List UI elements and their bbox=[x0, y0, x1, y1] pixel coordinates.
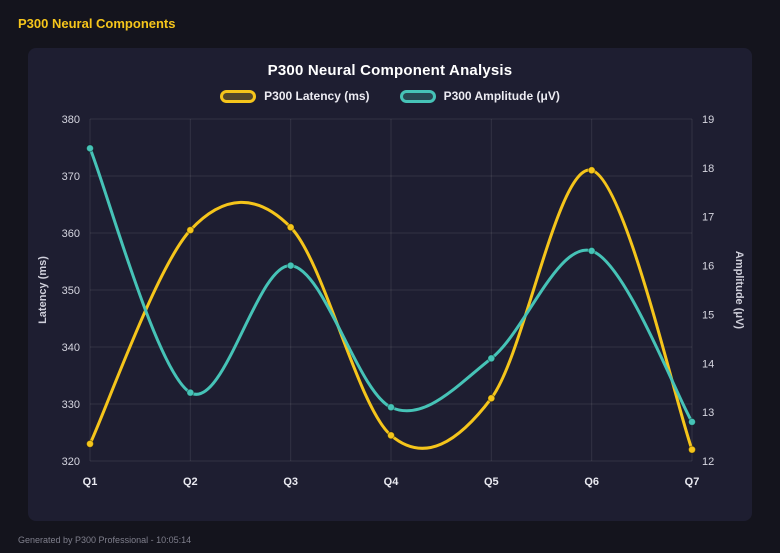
x-axis-category-label: Q4 bbox=[384, 476, 400, 488]
point-p300-latency-ms bbox=[688, 445, 696, 454]
amplitude-legend-swatch bbox=[399, 89, 436, 103]
latency-legend-label: P300 Latency (ms) bbox=[264, 89, 370, 103]
right-axis-tick-label: 13 bbox=[702, 407, 714, 419]
point-p300-amplitude-v bbox=[688, 417, 696, 426]
x-axis-category-label: Q3 bbox=[283, 476, 298, 488]
point-p300-amplitude-v bbox=[86, 144, 94, 153]
left-axis-tick-label: 370 bbox=[62, 171, 80, 183]
point-p300-latency-ms bbox=[487, 394, 496, 403]
right-axis-tick-label: 18 bbox=[702, 163, 714, 175]
point-p300-amplitude-v bbox=[387, 403, 395, 412]
right-axis-tick-label: 17 bbox=[702, 212, 714, 224]
right-axis-title: Amplitude (μV) bbox=[733, 251, 745, 330]
chart-canvas: 320 330 340 350 360 370 380 12 13 14 15 16 17 18 19 Q1 Q… bbox=[37, 114, 745, 488]
point-p300-latency-ms bbox=[86, 439, 94, 448]
left-axis-tick-label: 380 bbox=[62, 114, 80, 126]
chart-title: P300 Neural Component Analysis bbox=[267, 62, 513, 79]
x-axis-category-label: Q5 bbox=[484, 476, 499, 488]
right-axis-tick-label: 16 bbox=[702, 261, 714, 273]
left-axis-tick-label: 360 bbox=[62, 228, 80, 240]
right-axis-tick-label: 14 bbox=[702, 358, 714, 370]
point-p300-amplitude-v bbox=[587, 246, 596, 255]
chart-legend: P300 Latency (ms) P300 Amplitude (μV) bbox=[30, 89, 750, 103]
right-axis-tick-label: 15 bbox=[702, 309, 714, 321]
x-axis-category-label: Q7 bbox=[685, 476, 700, 488]
amplitude-legend-label: P300 Amplitude (μV) bbox=[443, 89, 560, 103]
point-p300-latency-ms bbox=[587, 166, 596, 175]
x-axis-category-label: Q6 bbox=[584, 476, 599, 488]
left-axis-tick-label: 350 bbox=[62, 285, 80, 297]
x-axis-category-label: Q1 bbox=[83, 476, 98, 488]
left-axis-tick-label: 340 bbox=[62, 342, 80, 354]
app-title: P300 Neural Components bbox=[18, 15, 176, 31]
point-p300-latency-ms bbox=[186, 226, 195, 235]
left-axis-tick-label: 320 bbox=[62, 456, 80, 468]
point-p300-amplitude-v bbox=[186, 388, 195, 397]
left-axis-tick-label: 330 bbox=[62, 399, 80, 411]
left-axis-title: Latency (ms) bbox=[37, 256, 49, 324]
legend-item-amplitude[interactable]: P300 Amplitude (μV) bbox=[399, 89, 560, 103]
x-axis-category-label: Q2 bbox=[183, 476, 198, 488]
right-axis-tick-label: 19 bbox=[702, 114, 714, 126]
point-p300-amplitude-v bbox=[286, 261, 295, 270]
point-p300-amplitude-v bbox=[487, 354, 496, 363]
chart-card: P300 Neural Component Analysis P300 Late… bbox=[28, 48, 752, 521]
footer-note: Generated by P300 Professional - 10:05:1… bbox=[18, 535, 192, 545]
legend-item-latency[interactable]: P300 Latency (ms) bbox=[220, 89, 370, 103]
right-axis-tick-label: 12 bbox=[702, 456, 714, 468]
point-p300-latency-ms bbox=[286, 223, 295, 232]
latency-legend-swatch bbox=[220, 89, 257, 103]
app-header: P300 Neural Components bbox=[0, 0, 780, 46]
point-p300-latency-ms bbox=[387, 431, 395, 440]
